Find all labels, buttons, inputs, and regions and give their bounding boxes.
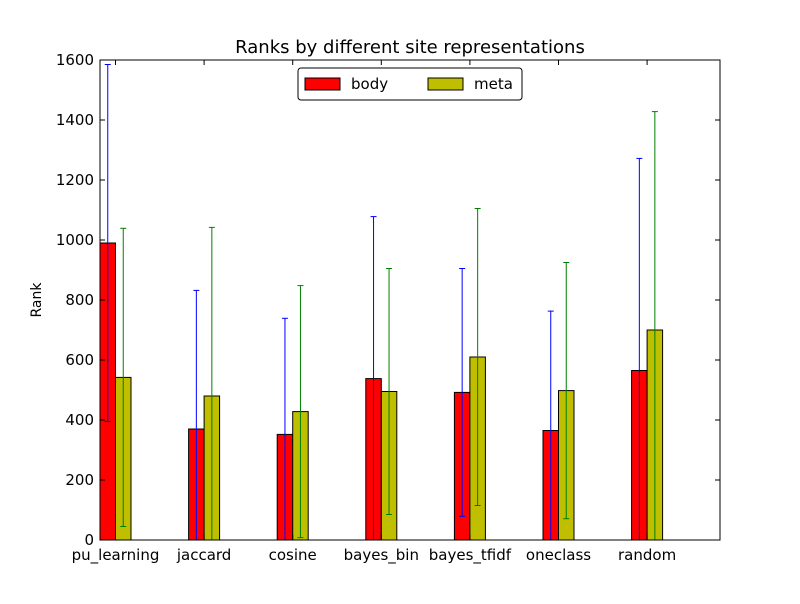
x-tick-label-random: random xyxy=(618,546,676,564)
plot-area: pu_learning jaccard cosine bayes_bin bayes_t… xyxy=(56,51,721,565)
x-tick-label-jaccard: jaccard xyxy=(176,546,231,564)
legend-box xyxy=(297,67,523,101)
x-tick-label-bayes_bin: bayes_bin xyxy=(344,546,419,565)
y-tick-label-0: 0 xyxy=(84,531,94,549)
y-tick-label-400: 400 xyxy=(65,411,94,429)
legend-label-body: body xyxy=(351,75,388,93)
y-tick-label-1200: 1200 xyxy=(56,171,94,189)
x-tick-label-bayes_tfidf: bayes_tfidf xyxy=(429,546,512,565)
y-tick-label-200: 200 xyxy=(65,471,94,489)
chart-title: Ranks by different site representations xyxy=(235,37,585,58)
legend-swatch-body xyxy=(304,77,341,91)
plot-frame xyxy=(99,59,721,541)
y-tick-label-1600: 1600 xyxy=(56,51,94,69)
y-axis-label: Rank xyxy=(29,282,45,318)
legend-label-meta: meta xyxy=(474,75,513,93)
y-tick-label-1400: 1400 xyxy=(56,111,94,129)
y-tick-label-600: 600 xyxy=(65,351,94,369)
y-tick-label-800: 800 xyxy=(65,291,94,309)
legend: body meta xyxy=(297,67,523,101)
x-tick-label-oneclass: oneclass xyxy=(526,546,591,564)
x-tick-label-pu_learning: pu_learning xyxy=(72,546,160,565)
y-tick-label-1000: 1000 xyxy=(56,231,94,249)
x-tick-label-cosine: cosine xyxy=(269,546,317,564)
legend-swatch-meta xyxy=(427,77,464,91)
